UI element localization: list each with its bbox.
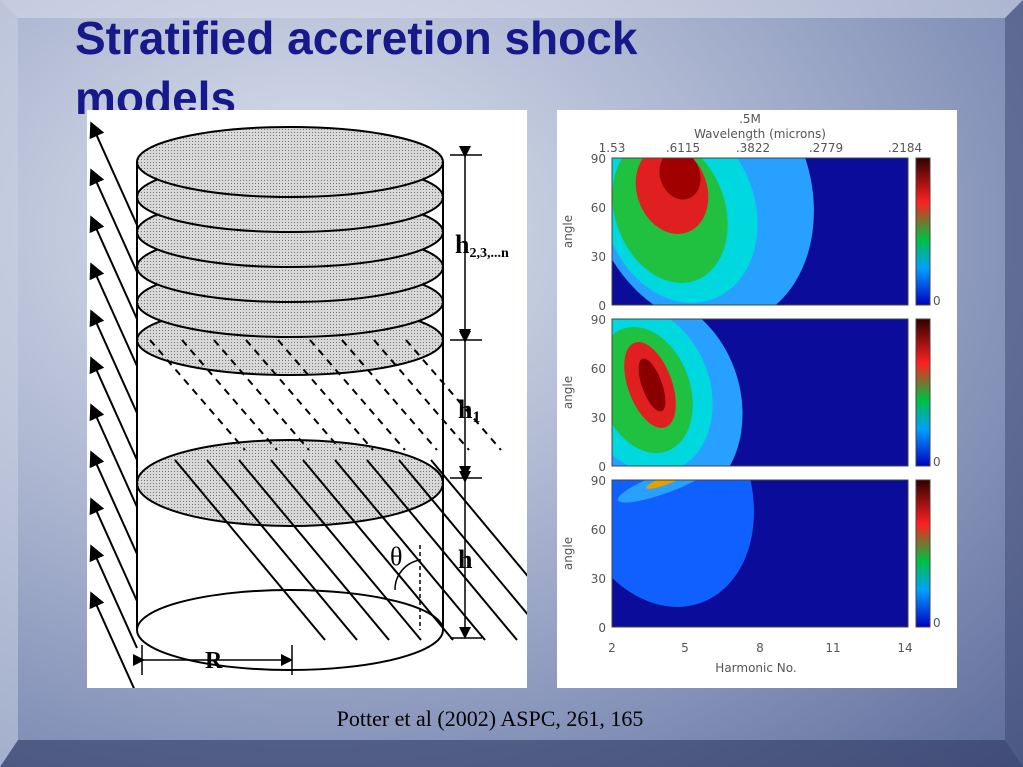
top-tick-label: .2779 bbox=[809, 141, 843, 155]
ray-arrow bbox=[89, 497, 138, 602]
top-tick-label: .6115 bbox=[666, 141, 700, 155]
figure-title: .5M bbox=[739, 112, 761, 126]
ray-arrow bbox=[89, 262, 138, 367]
ray-arrow bbox=[89, 121, 138, 226]
ray-dashed bbox=[149, 339, 246, 451]
x-tick-label: 5 bbox=[681, 641, 689, 655]
y-tick-label: 60 bbox=[591, 201, 606, 215]
ray bbox=[206, 459, 358, 641]
y-tick-label: 90 bbox=[591, 313, 606, 327]
y-tick-label: 0 bbox=[598, 299, 606, 313]
y-tick-label: 0 bbox=[598, 460, 606, 474]
ray bbox=[270, 459, 422, 641]
y-tick-label: 30 bbox=[591, 250, 606, 264]
ray-arrow bbox=[89, 215, 138, 320]
top-axis-label: Wavelength (microns) bbox=[694, 127, 826, 141]
y-tick-label: 60 bbox=[591, 362, 606, 376]
heat-region bbox=[646, 480, 684, 489]
ray-dashed bbox=[373, 339, 470, 451]
y-tick-label: 90 bbox=[591, 152, 606, 166]
x-tick-label: 11 bbox=[825, 641, 840, 655]
ray-dashed bbox=[405, 339, 502, 451]
label-theta: θ bbox=[390, 542, 402, 571]
y-tick-label: 30 bbox=[591, 411, 606, 425]
label-r: R bbox=[205, 648, 223, 674]
ray-dashed bbox=[245, 339, 342, 451]
colorbar bbox=[915, 479, 931, 628]
y-tick-label: 60 bbox=[591, 523, 606, 537]
ray-arrow bbox=[89, 591, 135, 688]
y-tick-label: 0 bbox=[598, 621, 606, 635]
ray-arrow bbox=[89, 309, 138, 414]
ray bbox=[398, 459, 527, 616]
y-axis-label: angle bbox=[561, 215, 575, 248]
y-tick-label: 30 bbox=[591, 572, 606, 586]
ray-arrow bbox=[89, 168, 138, 273]
top-tick-label: 1.53 bbox=[599, 141, 626, 155]
ray-dashed bbox=[309, 339, 406, 451]
colorbar-label: 0 bbox=[933, 455, 941, 469]
ray bbox=[430, 459, 527, 577]
heat-region bbox=[638, 358, 666, 412]
top-tick-label: .3822 bbox=[736, 141, 770, 155]
caption: Potter et al (2002) ASPC, 261, 165 bbox=[336, 706, 644, 731]
ray-arrow bbox=[89, 356, 138, 461]
slab bbox=[136, 126, 444, 198]
plot-frame bbox=[611, 479, 909, 628]
x-axis-label: Harmonic No. bbox=[715, 661, 796, 675]
ray bbox=[238, 459, 390, 641]
colorbar-label: 0 bbox=[933, 616, 941, 630]
ray bbox=[302, 459, 454, 641]
ray bbox=[174, 459, 326, 641]
ray-arrow bbox=[89, 544, 138, 649]
ray-arrow bbox=[89, 450, 138, 555]
heatmap bbox=[612, 158, 814, 305]
ray-dashed bbox=[181, 339, 278, 451]
heatmap bbox=[612, 319, 743, 466]
y-axis-label: angle bbox=[561, 537, 575, 570]
plot-frame bbox=[611, 157, 909, 306]
y-tick-label: 90 bbox=[591, 474, 606, 488]
label-h1: h1 bbox=[458, 395, 480, 426]
ray-dashed bbox=[213, 339, 310, 451]
colorbar-label: 0 bbox=[933, 294, 941, 308]
ray-dashed bbox=[277, 339, 374, 451]
label-h-stack: h2,3,...n bbox=[455, 230, 509, 261]
colorbar bbox=[915, 318, 931, 467]
plot-frame bbox=[611, 318, 909, 467]
top-tick-label: .2184 bbox=[888, 141, 922, 155]
ray-dashed bbox=[341, 339, 438, 451]
y-axis-label: angle bbox=[561, 376, 575, 409]
x-tick-label: 14 bbox=[897, 641, 912, 655]
harmonic-maps: .5M Wavelength (microns) Harmonic No. 90… bbox=[557, 110, 957, 688]
x-tick-label: 2 bbox=[608, 641, 616, 655]
cylinder-diagram: h2,3,...n h1 h θ R bbox=[87, 110, 527, 688]
ray bbox=[366, 459, 518, 641]
ray-arrow bbox=[89, 403, 138, 508]
heat-region bbox=[659, 158, 701, 200]
colorbar bbox=[915, 157, 931, 306]
label-h: h bbox=[458, 545, 473, 574]
heatmap bbox=[612, 480, 755, 607]
x-tick-label: 8 bbox=[756, 641, 764, 655]
